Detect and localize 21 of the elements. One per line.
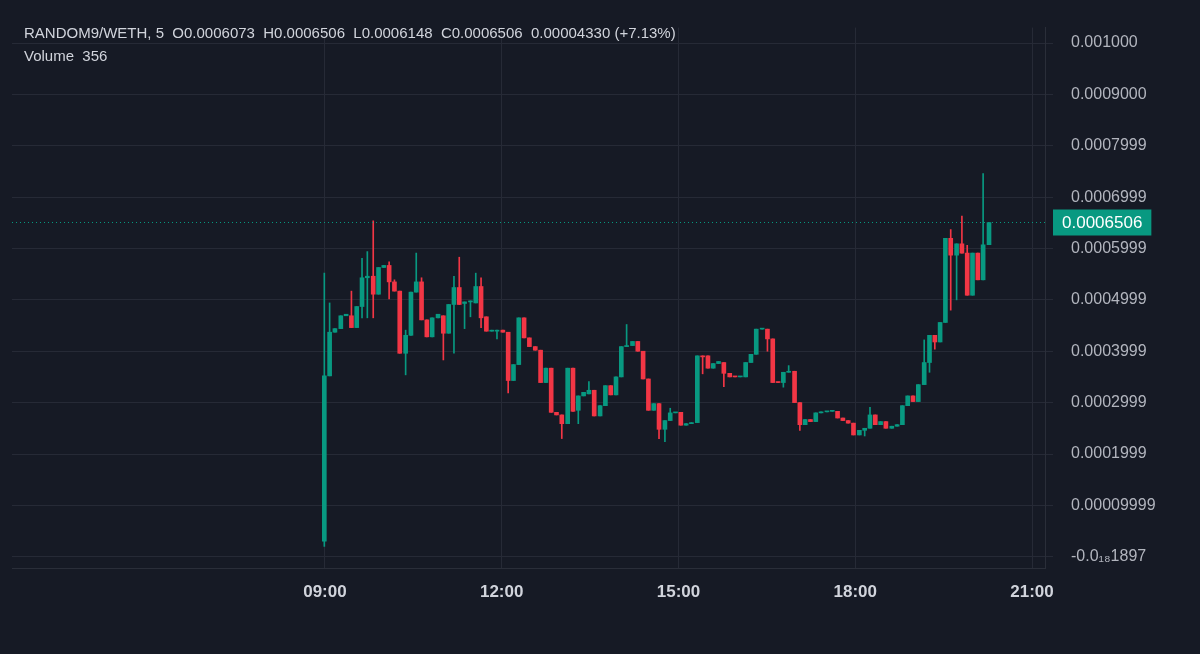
y-tick-label: 0.001000 [1071, 33, 1138, 51]
text: Volume 356 [24, 47, 108, 64]
y-tick-label: 0.0009000 [1071, 84, 1147, 102]
y-tick-label: 0.0002999 [1071, 393, 1147, 411]
y-tick-label: -0.0₁₈1897 [1071, 547, 1147, 565]
x-tick-label: 12:00 [479, 581, 524, 601]
y-tick-label: 0.0001999 [1071, 444, 1147, 462]
x-tick-label: 18:00 [833, 581, 877, 601]
chart-title: RANDOM9/WETH, 5 O0.0006073 H0.0006506 L0.0006148 C0.0006506 0.00004330 (+7.13%) [24, 24, 676, 41]
x-tick-label: 15:00 [656, 581, 701, 601]
ref-line-label: 0.0006506 [1062, 213, 1143, 233]
y-tick-label: 0.0003999 [1071, 341, 1147, 359]
x-tick-label: 09:00 [303, 581, 347, 601]
y-tick-label: 0.0007999 [1071, 136, 1147, 154]
candlestick [370, 220, 376, 319]
candlestick [948, 229, 954, 311]
y-tick-label: 0.00009999 [1071, 495, 1156, 513]
y-tick-label: 0.0004999 [1071, 290, 1147, 308]
y-tick-label: 0.0005999 [1071, 238, 1147, 256]
x-tick-label: 21:00 [1010, 581, 1054, 601]
y-tick-label: 0.0006999 [1071, 187, 1147, 205]
